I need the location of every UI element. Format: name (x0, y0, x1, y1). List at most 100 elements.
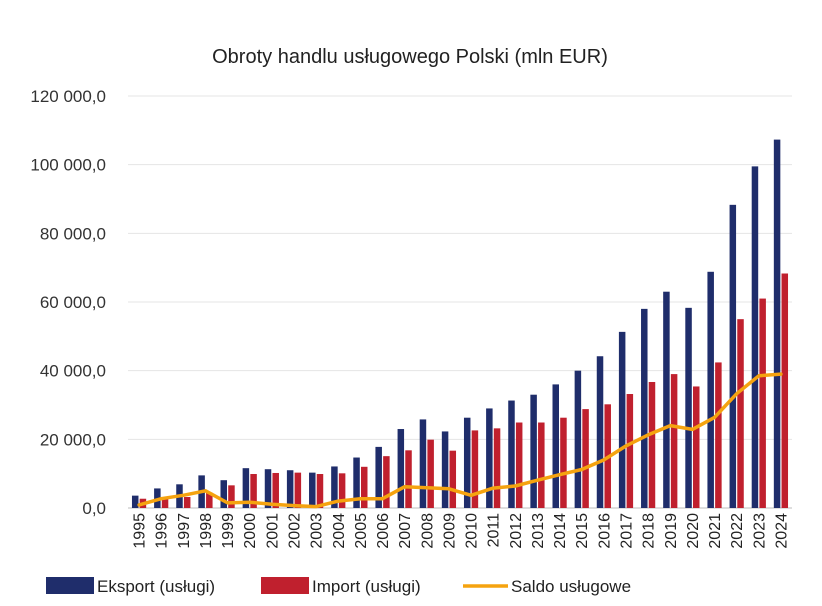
bar-eksport-2003 (309, 472, 316, 508)
x-tick-label: 2015 (574, 513, 591, 549)
bar-import-2002 (294, 472, 302, 508)
y-tick-label: 80 000,0 (40, 224, 106, 243)
x-tick-label: 2012 (508, 513, 525, 549)
x-tick-label: 2022 (729, 513, 746, 549)
x-tick-label: 2021 (707, 513, 724, 549)
saldo-line-layer (137, 372, 783, 509)
bar-import-2024 (781, 273, 789, 508)
x-tick-label: 2004 (331, 513, 348, 549)
bar-import-2015 (582, 409, 589, 508)
bar-eksport-2001 (264, 469, 272, 508)
legend-label-eksport: Eksport (usługi) (97, 577, 215, 596)
bar-eksport-2017 (618, 331, 626, 508)
bar-import-2023 (759, 298, 766, 508)
bar-import-2022 (737, 319, 744, 508)
bar-eksport-2007 (397, 429, 405, 508)
bars (131, 139, 789, 508)
x-tick-label: 2017 (619, 513, 636, 549)
bar-eksport-2006 (375, 446, 382, 508)
x-tick-label: 2000 (242, 513, 259, 549)
y-tick-label: 100 000,0 (30, 156, 106, 175)
x-tick-label: 2018 (641, 513, 658, 549)
bar-import-2006 (383, 456, 390, 508)
x-tick-label: 2024 (773, 513, 790, 549)
x-tick-label: 1995 (132, 513, 149, 549)
x-tick-label: 2008 (419, 513, 436, 549)
legend-label-saldo: Saldo usługowe (511, 577, 631, 596)
legend: Eksport (usługi) Import (usługi) Saldo u… (46, 577, 631, 596)
x-tick-label: 1999 (220, 513, 237, 549)
bar-import-2017 (626, 394, 634, 508)
x-tick-label: 2005 (353, 513, 370, 549)
y-tick-label: 120 000,0 (30, 87, 106, 106)
x-tick-label: 1998 (198, 513, 215, 549)
bar-import-2011 (493, 428, 501, 508)
x-tick-label: 1997 (176, 513, 193, 549)
bar-eksport-2012 (508, 400, 515, 508)
legend-label-import: Import (usługi) (312, 577, 421, 596)
x-tick-label: 2001 (264, 513, 281, 549)
bar-eksport-2020 (685, 307, 692, 508)
bar-import-2014 (560, 417, 567, 508)
bar-import-2013 (538, 422, 545, 508)
bar-eksport-1999 (220, 480, 227, 508)
bar-eksport-2024 (773, 139, 781, 508)
x-tick-label: 1996 (154, 513, 171, 549)
bar-import-2001 (272, 472, 279, 508)
x-tick-label: 2016 (596, 513, 613, 549)
bar-eksport-2010 (463, 417, 471, 508)
bar-import-2018 (648, 381, 656, 508)
bar-eksport-2009 (441, 431, 449, 508)
gridlines (128, 95, 792, 509)
y-tick-label: 60 000,0 (40, 293, 106, 312)
bar-import-2005 (361, 466, 368, 508)
y-tick-label: 0,0 (82, 499, 106, 518)
x-tick-label: 2002 (287, 513, 304, 549)
bar-import-1999 (228, 485, 235, 508)
bar-eksport-2019 (663, 291, 670, 508)
bar-import-2021 (715, 362, 722, 508)
x-tick-label: 2009 (441, 513, 458, 549)
bar-import-1998 (206, 492, 213, 508)
x-tick-label: 2020 (685, 513, 702, 549)
bar-eksport-2000 (242, 468, 250, 508)
bar-import-2019 (670, 374, 678, 508)
x-axis: 1995 1996 1997 1998 1999 2000 2001 2002 2003 2004… (132, 513, 791, 549)
x-tick-label: 2023 (751, 513, 768, 549)
x-tick-label: 2006 (375, 513, 392, 549)
bar-import-2009 (449, 450, 457, 508)
x-tick-label: 2014 (552, 513, 569, 549)
x-tick-label: 2011 (486, 513, 503, 548)
x-tick-label: 2007 (397, 513, 414, 549)
bar-import-1996 (161, 497, 169, 508)
x-tick-label: 2013 (530, 513, 547, 549)
y-axis: 0,0 20 000,0 40 000,0 60 000,0 80 000,0 100 0… (30, 87, 106, 518)
chart-title: Obroty handlu usługowego Polski (mln EUR… (212, 46, 608, 68)
bar-import-2010 (471, 430, 479, 508)
y-tick-label: 20 000,0 (40, 430, 106, 449)
bar-eksport-2023 (751, 166, 759, 508)
x-tick-label: 2019 (663, 513, 680, 549)
bar-eksport-2021 (707, 271, 714, 508)
bar-import-2007 (405, 450, 412, 508)
bar-eksport-2022 (729, 204, 737, 508)
x-tick-label: 2003 (309, 513, 326, 549)
bar-eksport-2013 (530, 394, 537, 508)
y-tick-label: 40 000,0 (40, 362, 106, 381)
bar-eksport-1995 (131, 495, 139, 508)
bar-eksport-2004 (331, 466, 338, 508)
saldo-line (137, 372, 783, 509)
legend-swatch-eksport (46, 577, 94, 594)
x-tick-label: 2010 (464, 513, 481, 549)
bar-import-2020 (693, 386, 700, 508)
bar-eksport-2008 (419, 419, 427, 508)
bar-eksport-2015 (574, 370, 582, 508)
bar-import-2012 (515, 422, 523, 508)
bar-eksport-2016 (596, 356, 604, 508)
bar-import-2003 (316, 474, 324, 508)
bar-eksport-2014 (552, 384, 559, 508)
bar-eksport-2005 (353, 457, 360, 508)
bar-import-1997 (183, 497, 191, 508)
bar-import-2008 (427, 439, 434, 508)
